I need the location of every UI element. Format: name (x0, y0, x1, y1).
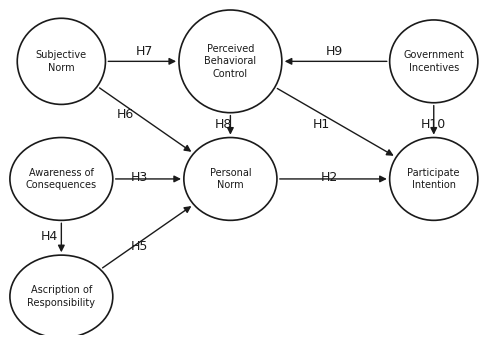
Ellipse shape (390, 20, 478, 103)
Ellipse shape (184, 138, 277, 220)
Text: Awareness of
Consequences: Awareness of Consequences (26, 168, 97, 190)
Text: Ascription of
Responsibility: Ascription of Responsibility (28, 285, 96, 308)
Text: H10: H10 (421, 118, 446, 131)
Ellipse shape (390, 138, 478, 220)
Text: H2: H2 (321, 171, 338, 184)
Text: H8: H8 (214, 118, 232, 131)
Text: H7: H7 (136, 45, 154, 58)
Ellipse shape (10, 138, 113, 220)
Ellipse shape (17, 18, 106, 104)
Text: Participate
Intention: Participate Intention (408, 168, 460, 190)
Text: Personal
Norm: Personal Norm (210, 168, 251, 190)
Text: H3: H3 (131, 171, 148, 184)
Text: Government
Incentives: Government Incentives (404, 50, 464, 73)
Text: H5: H5 (131, 240, 148, 254)
Text: H9: H9 (326, 45, 343, 58)
Ellipse shape (179, 10, 282, 113)
Text: Perceived
Behavioral
Control: Perceived Behavioral Control (204, 44, 256, 79)
Ellipse shape (10, 255, 113, 338)
Text: H6: H6 (116, 108, 134, 121)
Text: H1: H1 (312, 118, 330, 131)
Text: Subjective
Norm: Subjective Norm (36, 50, 87, 73)
Text: H4: H4 (40, 231, 58, 243)
